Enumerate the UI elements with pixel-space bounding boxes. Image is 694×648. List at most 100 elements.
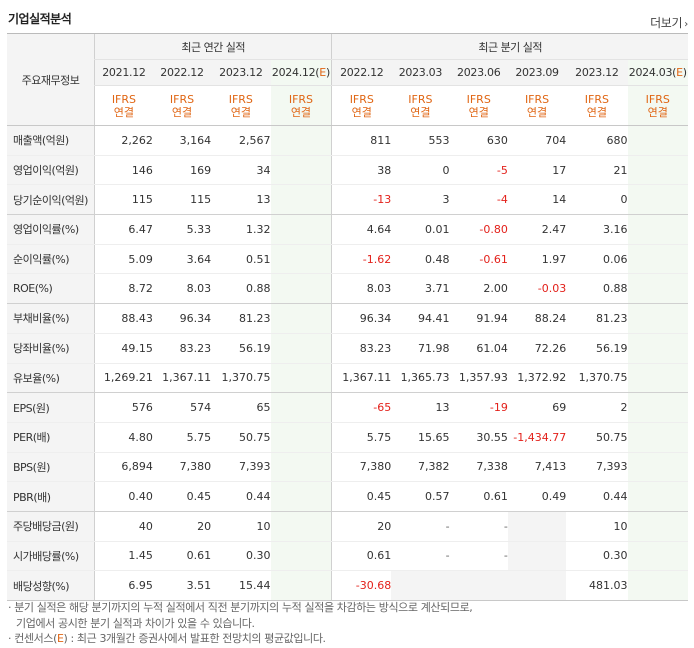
annual-value bbox=[270, 392, 332, 423]
quarter-value: 0.88 bbox=[566, 273, 628, 305]
more-label: 더보기 bbox=[650, 16, 683, 30]
quarter-value: 81.23 bbox=[566, 303, 628, 334]
quarter-value: 7,413 bbox=[507, 452, 567, 483]
row-label: 순이익률(%) bbox=[7, 244, 95, 275]
header-row-standards: IFRS 연결 IFRS 연결 IFRS 연결 IFRS 연결 IFRS 연결 IFRS 연결 IFRS… bbox=[7, 85, 688, 126]
standard-consolidated: 연결 bbox=[230, 105, 251, 119]
annual-value bbox=[270, 125, 332, 156]
standard-ifrs: IFRS bbox=[169, 92, 195, 106]
table-row: 영업이익률(%) 6.47 5.33 1.32 4.64 0.01 -0.80 2.47 3.1… bbox=[7, 214, 688, 245]
table-row: 배당성향(%) 6.95 3.51 15.44 -30.68 481.03 bbox=[7, 570, 688, 601]
row-label: 매출액(억원) bbox=[7, 125, 95, 156]
accounting-standard-annual-0[interactable]: IFRS 연결 bbox=[93, 85, 153, 126]
annual-value: 2,262 bbox=[93, 125, 153, 156]
quarter-value: 704 bbox=[507, 125, 567, 156]
section-title: 기업실적분석 bbox=[8, 12, 72, 26]
standard-ifrs: IFRS bbox=[645, 92, 670, 106]
period-quarter-1: 2023.03 bbox=[391, 59, 450, 86]
footnotes: · 분기 실적은 해당 분기까지의 누적 실적에서 직전 분기까지의 누적 실적… bbox=[8, 600, 473, 647]
quarter-value: 0.06 bbox=[566, 244, 628, 275]
annual-value: 5.75 bbox=[152, 422, 212, 453]
footnote-consensus: · 컨센서스(E) : 최근 3개월간 증권사에서 발표한 전망치의 평균값입니… bbox=[8, 631, 472, 647]
quarter-value: -30.68 bbox=[331, 570, 392, 601]
standard-ifrs: IFRS bbox=[228, 92, 253, 106]
quarter-value: 71.98 bbox=[391, 333, 450, 364]
quarter-value bbox=[627, 125, 688, 156]
standard-consolidated: 연결 bbox=[647, 105, 668, 119]
quarter-value: 0.01 bbox=[391, 214, 450, 245]
table-row: 시가배당률(%) 1.45 0.61 0.30 0.61- -0.30 bbox=[7, 541, 688, 572]
quarter-value: 13 bbox=[391, 392, 450, 423]
quarter-value: -13 bbox=[331, 184, 392, 216]
annual-value: 56.19 bbox=[211, 333, 271, 364]
quarter-value: 0.49 bbox=[507, 481, 567, 512]
quarter-value: 0.61 bbox=[449, 481, 508, 512]
quarter-value: 94.41 bbox=[391, 303, 450, 334]
annual-value: 0.44 bbox=[211, 481, 271, 512]
table-row: 매출액(억원) 2,262 3,164 2,567 811 553 630 704 680 bbox=[7, 125, 688, 156]
quarter-value bbox=[391, 570, 450, 601]
table-row: 부채비율(%) 88.43 96.34 81.23 96.34 94.41 91.94 88.… bbox=[7, 303, 688, 334]
footnote-quarter-calc: · 분기 실적은 해당 분기까지의 누적 실적에서 직전 분기까지의 누적 실적… bbox=[8, 601, 473, 614]
annual-value: 1,367.11 bbox=[152, 363, 212, 394]
accounting-standard-quarter-4[interactable]: IFRS 연결 bbox=[566, 85, 628, 126]
row-label: 당기순이익(억원) bbox=[7, 184, 95, 216]
quarter-value: 88.24 bbox=[507, 303, 567, 334]
accounting-standard-quarter-3[interactable]: IFRS 연결 bbox=[507, 85, 567, 126]
annual-value: 0.51 bbox=[211, 244, 271, 275]
quarter-value: 38 bbox=[331, 155, 392, 186]
quarter-value: 61.04 bbox=[449, 333, 508, 364]
quarter-value bbox=[627, 184, 688, 216]
quarter-value: 1,365.73 bbox=[391, 363, 450, 394]
quarter-value: -1,434.77 bbox=[507, 422, 567, 453]
standard-ifrs: IFRS bbox=[524, 92, 550, 106]
accounting-standard-quarter-2[interactable]: IFRS 연결 bbox=[449, 85, 508, 126]
accounting-standard-annual-2[interactable]: IFRS 연결 bbox=[211, 85, 271, 126]
table-row: 영업이익(억원) 146 169 34 38 0 -5 17 21 bbox=[7, 155, 688, 186]
annual-value: 169 bbox=[152, 155, 212, 186]
accounting-standard-annual-1[interactable]: IFRS 연결 bbox=[152, 85, 212, 126]
standard-consolidated: 연결 bbox=[468, 105, 489, 119]
quarter-value: 7,338 bbox=[449, 452, 508, 483]
quarter-value: 0.61 bbox=[331, 541, 392, 572]
quarter-value: 69 bbox=[507, 392, 567, 423]
annual-value bbox=[270, 422, 332, 453]
annual-value: 0.88 bbox=[211, 273, 271, 305]
quarter-value: -0.61 bbox=[449, 244, 508, 275]
quarter-value: 21 bbox=[566, 155, 628, 186]
estimate-marker: E bbox=[319, 66, 326, 79]
row-label: 영업이익(억원) bbox=[7, 155, 95, 186]
accounting-standard-quarter-5[interactable]: IFRS 연결 bbox=[627, 85, 688, 126]
quarter-value bbox=[627, 392, 688, 423]
quarter-value bbox=[627, 333, 688, 364]
annual-value: 10 bbox=[211, 511, 271, 542]
accounting-standard-quarter-0[interactable]: IFRS 연결 bbox=[331, 85, 392, 126]
quarter-value: - bbox=[449, 511, 508, 542]
quarter-value: 7,382 bbox=[391, 452, 450, 483]
period-annual-2: 2023.12 bbox=[211, 59, 271, 86]
annual-value: 115 bbox=[93, 184, 153, 216]
quarter-value: 0.48 bbox=[391, 244, 450, 275]
standard-consolidated: 연결 bbox=[171, 105, 193, 119]
more-link[interactable]: 더보기 › bbox=[650, 14, 688, 31]
annual-value bbox=[270, 333, 332, 364]
annual-value bbox=[270, 511, 332, 542]
period-annual-1: 2022.12 bbox=[152, 59, 212, 86]
annual-value: 576 bbox=[93, 392, 153, 423]
accounting-standard-annual-3[interactable]: IFRS 연결 bbox=[270, 85, 332, 126]
annual-value bbox=[270, 541, 332, 572]
annual-value: 81.23 bbox=[211, 303, 271, 334]
row-label: 부채비율(%) bbox=[7, 303, 95, 334]
standard-consolidated: 연결 bbox=[113, 105, 135, 119]
period-quarter-5: 2024.03(E) bbox=[627, 59, 688, 86]
quarter-value: 1.97 bbox=[507, 244, 567, 275]
annual-value: 6.95 bbox=[93, 570, 153, 601]
period-label-close: ) bbox=[682, 66, 687, 79]
quarter-value: 481.03 bbox=[566, 570, 628, 601]
accounting-standard-quarter-1[interactable]: IFRS 연결 bbox=[391, 85, 450, 126]
quarter-value: 96.34 bbox=[331, 303, 392, 334]
annual-value bbox=[270, 155, 332, 186]
quarter-value: -19 bbox=[449, 392, 508, 423]
row-label: ROE(%) bbox=[7, 273, 95, 305]
annual-value: 96.34 bbox=[152, 303, 212, 334]
